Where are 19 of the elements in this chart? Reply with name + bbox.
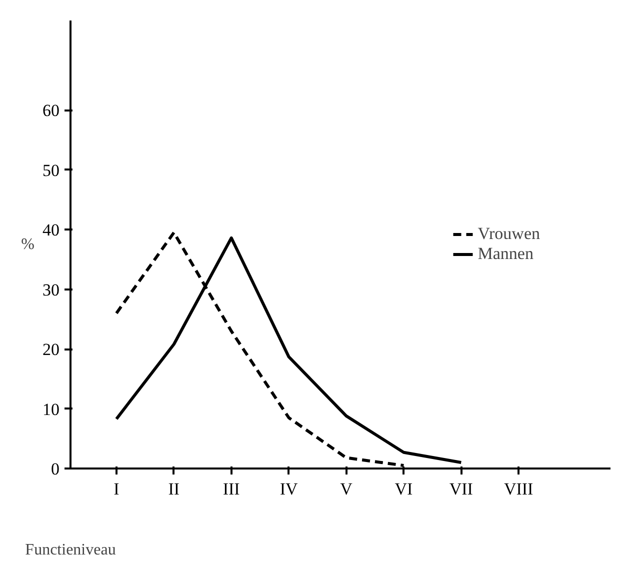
x-tick-label: I bbox=[114, 480, 120, 498]
x-axis-title: Functieniveau bbox=[25, 542, 116, 558]
x-tick-label: III bbox=[222, 480, 240, 498]
x-tick-label: II bbox=[168, 480, 180, 498]
x-tick-label: VIII bbox=[504, 480, 534, 498]
y-tick-label: 40 bbox=[42, 220, 60, 240]
y-tick-label: 20 bbox=[42, 340, 60, 360]
y-tick-label: 60 bbox=[42, 101, 60, 120]
x-tick-label: VI bbox=[394, 480, 413, 498]
x-tick-label: IV bbox=[280, 480, 298, 498]
legend-label: Vrouwen bbox=[478, 224, 540, 244]
x-tick-label: V bbox=[340, 480, 354, 498]
legend-label: Mannen bbox=[478, 244, 534, 264]
y-tick-label: 50 bbox=[42, 160, 60, 180]
y-tick-label: 0 bbox=[51, 460, 60, 478]
y-tick-label: 10 bbox=[42, 400, 60, 419]
y-tick-label: 30 bbox=[42, 280, 60, 300]
y-axis-title: % bbox=[21, 236, 34, 253]
x-tick-label: VII bbox=[449, 480, 474, 498]
